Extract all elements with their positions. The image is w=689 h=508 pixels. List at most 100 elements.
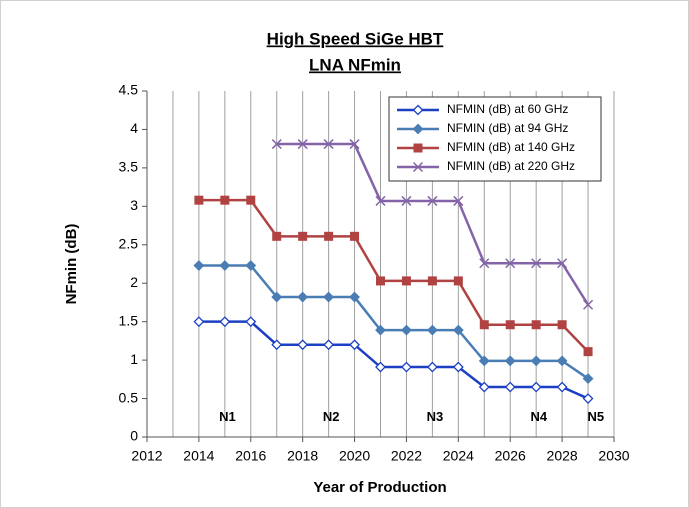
marker: [219, 260, 231, 271]
x-tick-label: 2026: [495, 448, 526, 464]
x-axis-label: Year of Production: [313, 479, 446, 496]
x-tick-label: 2020: [339, 448, 370, 464]
y-tick-label: 3.5: [119, 159, 139, 175]
marker: [246, 195, 256, 205]
marker: [505, 320, 515, 330]
marker: [297, 339, 309, 351]
marker: [478, 381, 490, 393]
marker: [349, 139, 360, 150]
marker: [557, 320, 567, 330]
legend-label: NFMIN (dB) at 60 GHz: [447, 102, 568, 116]
y-axis-label: NFmin (dB): [63, 224, 80, 305]
legend-label: NFMIN (dB) at 220 GHz: [447, 159, 575, 173]
y-tick-label: 0: [130, 428, 138, 444]
marker: [219, 316, 231, 328]
series-line: [198, 198, 589, 353]
marker: [401, 276, 411, 286]
marker: [452, 324, 464, 336]
marker: [271, 339, 283, 351]
marker: [323, 139, 334, 150]
x-tick-label: 2012: [131, 448, 162, 464]
x-tick-label: 2028: [547, 448, 578, 464]
marker: [531, 320, 541, 330]
marker: [272, 231, 282, 241]
marker: [530, 355, 542, 367]
marker: [375, 361, 386, 373]
series-line: [198, 320, 589, 400]
marker: [220, 195, 230, 205]
marker: [427, 276, 437, 286]
marker: [245, 316, 257, 328]
marker: [193, 260, 205, 271]
marker: [556, 381, 568, 393]
marker: [323, 339, 335, 351]
y-tick-label: 4.5: [119, 82, 139, 98]
marker: [556, 355, 568, 367]
y-tick-label: 1.5: [119, 312, 139, 328]
marker: [324, 231, 334, 241]
marker: [297, 139, 308, 150]
x-tick-label: 2022: [391, 448, 422, 464]
marker: [193, 316, 205, 328]
annotation: N1: [219, 409, 236, 424]
x-tick-label: 2018: [287, 448, 318, 464]
marker: [412, 161, 424, 173]
marker: [349, 291, 360, 303]
marker: [349, 339, 360, 351]
y-tick-label: 1: [130, 351, 138, 367]
marker: [453, 195, 464, 206]
chart-title: LNA NFmin: [309, 55, 401, 74]
marker: [297, 291, 309, 303]
marker: [582, 373, 594, 384]
marker: [530, 381, 542, 393]
marker: [479, 258, 490, 269]
marker: [504, 381, 516, 393]
marker: [557, 258, 568, 269]
x-tick-label: 2016: [235, 448, 266, 464]
marker: [401, 361, 412, 373]
marker: [413, 143, 423, 153]
y-tick-label: 0.5: [119, 389, 139, 405]
marker: [401, 195, 412, 206]
annotation: N4: [530, 409, 547, 424]
series-line: [198, 264, 589, 380]
marker: [375, 324, 386, 336]
annotation: N5: [588, 409, 605, 424]
marker: [453, 276, 463, 286]
marker: [350, 231, 360, 241]
marker: [412, 104, 424, 116]
x-tick-label: 2014: [183, 448, 214, 464]
marker: [323, 291, 335, 303]
legend-label: NFMIN (dB) at 94 GHz: [447, 121, 568, 135]
marker: [531, 258, 542, 269]
marker: [375, 195, 386, 206]
marker: [583, 299, 594, 310]
marker: [505, 258, 516, 269]
marker: [479, 320, 489, 330]
x-tick-label: 2030: [598, 448, 629, 464]
y-tick-label: 2: [130, 274, 138, 290]
marker: [452, 361, 464, 373]
marker: [504, 355, 516, 367]
marker: [271, 139, 282, 150]
marker: [401, 324, 412, 336]
marker: [426, 324, 438, 336]
marker: [582, 393, 594, 404]
marker: [245, 260, 257, 271]
legend-label: NFMIN (dB) at 140 GHz: [447, 140, 575, 154]
marker: [412, 123, 424, 135]
marker: [478, 355, 490, 367]
marker: [298, 231, 308, 241]
annotation: N2: [323, 409, 340, 424]
marker: [194, 195, 204, 205]
y-tick-label: 4: [130, 120, 138, 136]
marker: [376, 276, 385, 286]
marker: [426, 361, 438, 373]
chart-title: High Speed SiGe HBT: [267, 29, 444, 48]
annotation: N3: [427, 409, 444, 424]
marker: [271, 291, 283, 303]
marker: [427, 195, 438, 206]
